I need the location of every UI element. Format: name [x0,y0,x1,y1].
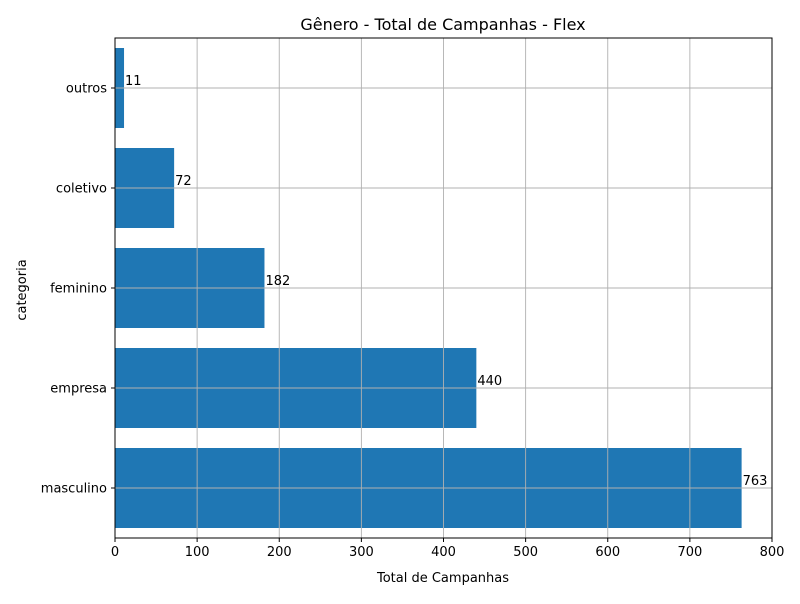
y-tick-label-outros: outros [66,82,107,97]
x-axis-label: Total de Campanhas [376,571,509,586]
y-tick-label-coletivo: coletivo [56,182,107,197]
y-axis-label: categoria [15,259,30,320]
x-tick-label: 800 [760,545,785,560]
x-tick-label: 0 [111,545,119,560]
x-tick-label: 400 [431,545,456,560]
x-tick-label: 600 [595,545,620,560]
x-tick-label: 200 [267,545,292,560]
data-label-coletivo: 72 [175,174,192,189]
x-tick-label: 100 [185,545,210,560]
data-label-masculino: 763 [743,474,768,489]
data-label-feminino: 182 [265,274,290,289]
x-tick-label: 700 [677,545,702,560]
data-label-outros: 11 [125,74,142,89]
y-tick-label-masculino: masculino [41,482,107,497]
x-tick-label: 500 [513,545,538,560]
y-tick-label-feminino: feminino [50,282,107,297]
x-tick-label: 300 [349,545,374,560]
data-label-empresa: 440 [477,374,502,389]
axes: 0 100 200 300 400 500 600 700 800 masculino empres… [41,37,785,560]
chart-title: Gênero - Total de Campanhas - Flex [300,15,585,34]
y-tick-label-empresa: empresa [50,382,107,397]
